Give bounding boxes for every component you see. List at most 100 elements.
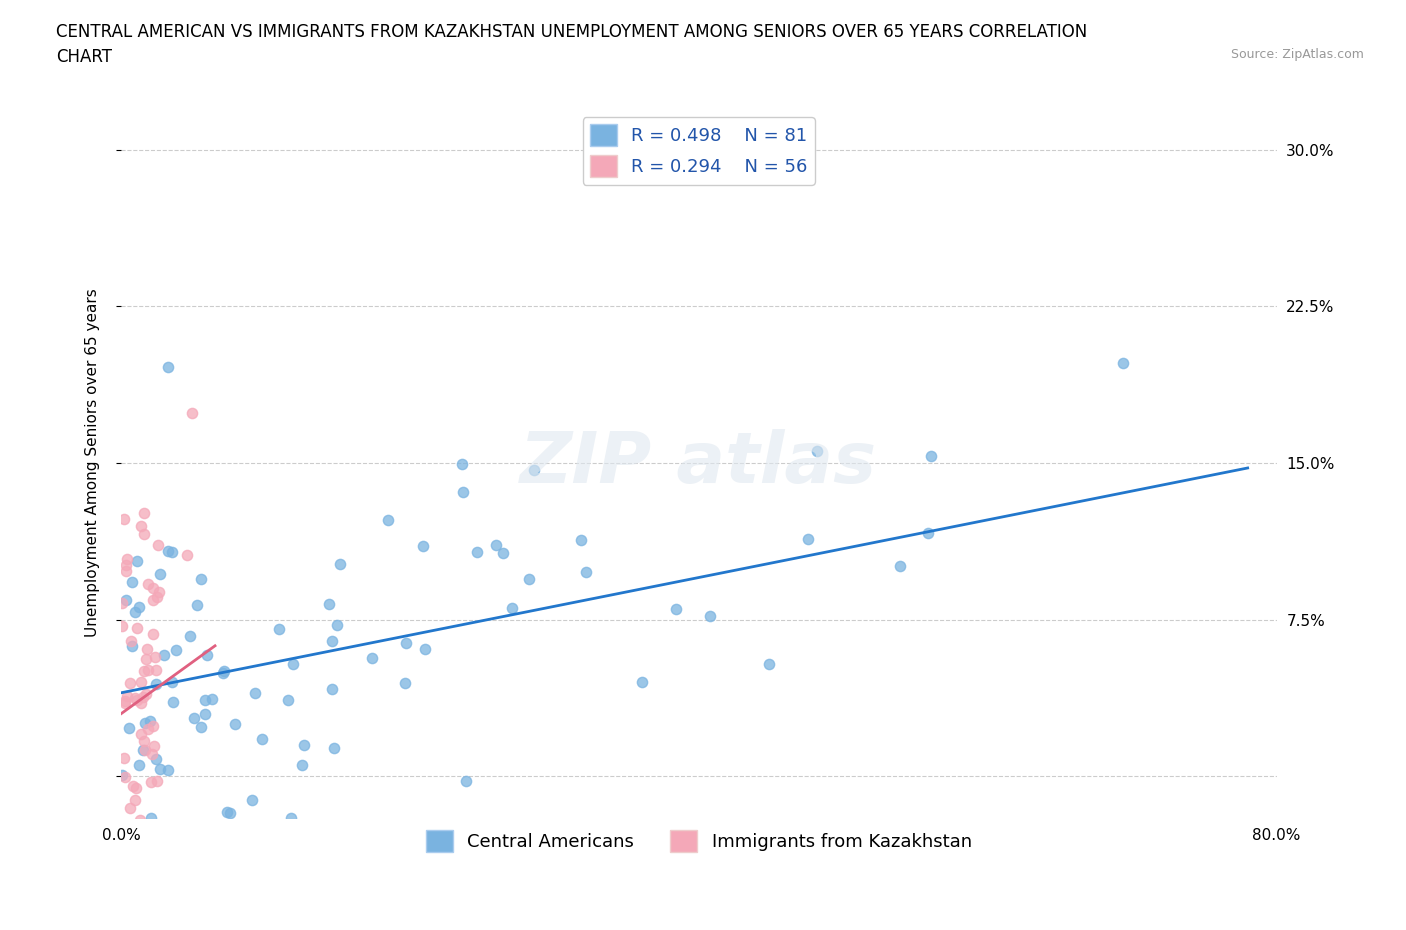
Point [132,526,155,541]
Point [134,506,156,521]
Point [129,696,152,711]
Point [361,651,384,666]
Point [224,717,246,732]
Point [699,608,721,623]
Point [128,757,150,772]
Point [145,751,167,766]
Point [129,726,152,741]
Point [377,512,399,527]
Point [212,664,235,679]
Point [124,604,146,619]
Point [148,585,170,600]
Point [160,675,183,690]
Point [326,618,349,633]
Point [250,732,273,747]
Point [145,677,167,692]
Point [162,695,184,710]
Text: ZIP atlas: ZIP atlas [520,429,877,498]
Point [806,444,828,458]
Point [329,557,352,572]
Point [141,747,163,762]
Point [135,642,157,657]
Point [128,600,150,615]
Point [321,682,343,697]
Point [114,694,136,709]
Point [134,715,156,730]
Point [112,751,135,765]
Point [318,597,340,612]
Point [412,538,434,553]
Point [136,577,159,591]
Point [120,675,142,690]
Point [181,405,204,420]
Point [492,546,515,561]
Point [758,657,780,671]
Point [114,695,136,710]
Point [451,457,474,472]
Point [115,593,138,608]
Point [139,775,162,790]
Point [194,706,217,721]
Point [121,638,143,653]
Point [395,636,418,651]
Point [190,572,212,587]
Point [240,792,263,807]
Point [141,811,163,826]
Point [322,740,344,755]
Point [135,821,157,836]
Point [280,811,302,826]
Point [124,691,146,706]
Point [186,598,208,613]
Point [292,737,315,752]
Point [114,769,136,784]
Point [451,485,474,500]
Point [145,774,167,789]
Point [142,580,165,595]
Point [1111,355,1133,370]
Point [215,804,238,819]
Point [465,545,488,560]
Text: CENTRAL AMERICAN VS IMMIGRANTS FROM KAZAKHSTAN UNEMPLOYMENT AMONG SENIORS OVER 6: CENTRAL AMERICAN VS IMMIGRANTS FROM KAZA… [56,23,1087,41]
Point [115,551,138,566]
Point [121,821,143,836]
Point [218,805,240,820]
Point [136,722,159,737]
Point [149,566,172,581]
Point [153,647,176,662]
Point [415,642,437,657]
Point [201,692,224,707]
Point [179,629,201,644]
Point [394,675,416,690]
Point [176,547,198,562]
Point [124,821,146,836]
Point [129,813,152,828]
Point [129,821,152,836]
Point [517,572,540,587]
Point [146,538,169,552]
Point [124,793,146,808]
Point [117,688,139,703]
Point [321,633,343,648]
Point [114,564,136,578]
Point [501,600,523,615]
Point [569,533,592,548]
Point [917,526,939,541]
Point [142,719,165,734]
Y-axis label: Unemployment Among Seniors over 65 years: Unemployment Among Seniors over 65 years [86,288,100,637]
Point [162,544,184,559]
Point [120,633,142,648]
Point [277,692,299,707]
Point [132,733,155,748]
Point [190,720,212,735]
Point [149,762,172,777]
Point [454,774,477,789]
Point [127,620,149,635]
Point [267,621,290,636]
Point [281,657,304,671]
Point [142,626,165,641]
Legend: Central Americans, Immigrants from Kazakhstan: Central Americans, Immigrants from Kazak… [419,822,979,858]
Point [194,693,217,708]
Point [138,714,160,729]
Point [132,663,155,678]
Point [132,689,155,704]
